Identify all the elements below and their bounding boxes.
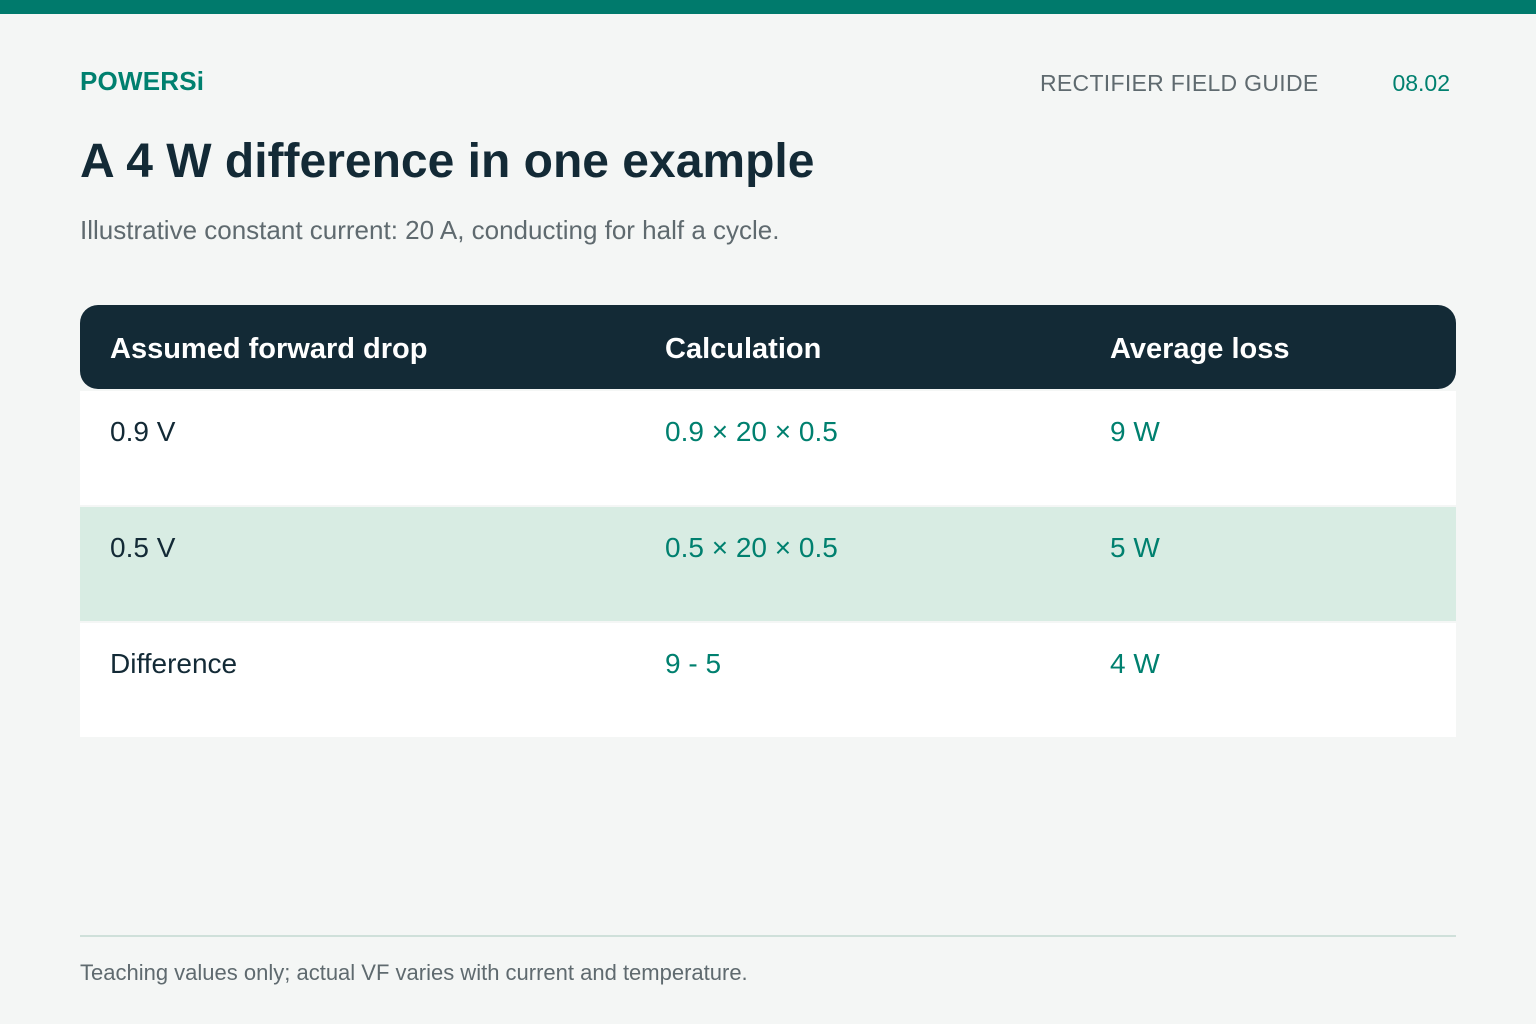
average-loss-cell: 9 W	[1110, 416, 1160, 447]
table-header: Assumed forward drop Calculation Average…	[80, 305, 1456, 389]
column-header-calculation: Calculation	[665, 333, 822, 365]
top-accent-bar	[0, 0, 1536, 14]
footer-divider	[80, 935, 1456, 937]
calculation-cell: 0.5 × 20 × 0.5	[665, 532, 838, 563]
table-row: 0.9 V 0.9 × 20 × 0.5 9 W	[80, 391, 1456, 505]
footnote: Teaching values only; actual VF varies w…	[80, 960, 748, 985]
column-header-forward-drop: Assumed forward drop	[110, 333, 428, 365]
average-loss-cell: 5 W	[1110, 532, 1160, 563]
forward-drop-cell: Difference	[110, 648, 238, 679]
table-row: 0.5 V 0.5 × 20 × 0.5 5 W	[80, 507, 1456, 621]
table-row: Difference 9 - 5 4 W	[80, 623, 1456, 737]
calculation-cell: 9 - 5	[665, 648, 722, 679]
forward-drop-cell: 0.5 V	[110, 532, 176, 563]
average-loss-cell: 4 W	[1110, 648, 1160, 679]
loss-table: Assumed forward drop Calculation Average…	[80, 305, 1456, 737]
page-subtitle: Illustrative constant current: 20 A, con…	[80, 215, 780, 245]
forward-drop-cell: 0.9 V	[110, 416, 176, 447]
page-title: A 4 W difference in one example	[80, 135, 815, 188]
calculation-cell: 0.9 × 20 × 0.5	[665, 416, 838, 447]
guide-label: RECTIFIER FIELD GUIDE	[1040, 70, 1319, 96]
page-number: 08.02	[1392, 70, 1450, 96]
column-header-average-loss: Average loss	[1110, 333, 1290, 365]
brand-logo: POWERSi	[80, 66, 205, 96]
